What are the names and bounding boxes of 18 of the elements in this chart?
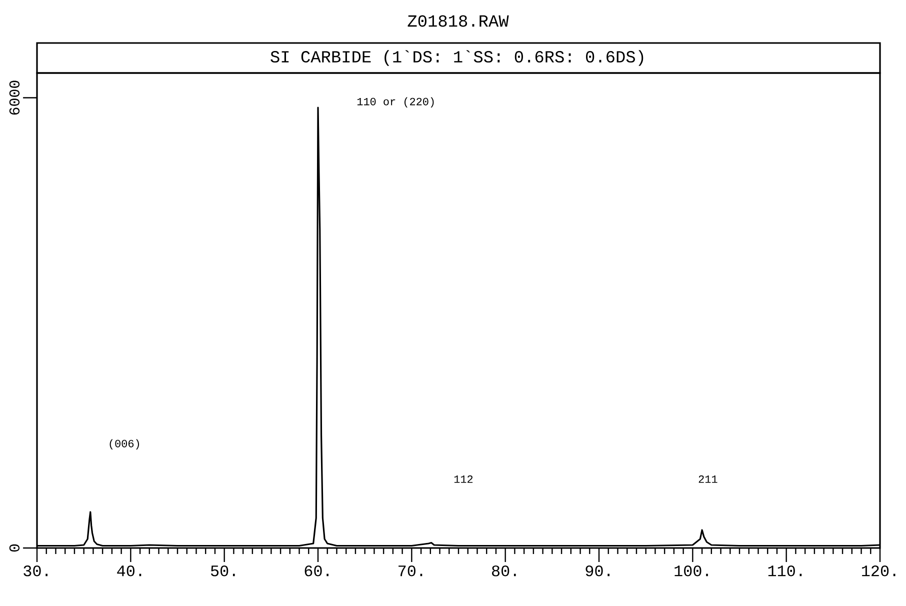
x-tick-label: 60. [304,565,328,576]
x-tick-label: 40. [117,565,142,576]
annotation: 112 [454,475,473,483]
chart-subtitle: SI CARBIDE (1`DS: 1`SS: 0.6RS: 0.6DS) [270,50,644,66]
x-tick-label: 90. [586,565,610,576]
chart-title: Z01818.RAW [408,15,509,27]
x-tick-label: 80. [492,565,516,576]
x-tick-label: 50. [210,565,235,576]
y-tick-label: 0 [9,544,20,552]
x-tick-label: 70. [398,565,422,576]
annotation: 211 [698,475,718,483]
y-tick-label: 6000 [9,80,20,115]
x-tick-label: 110. [768,565,802,576]
annotation: (006) [110,439,139,450]
annotation: 110 or (220) [357,97,434,108]
x-tick-label: 30. [24,565,48,576]
x-tick-label: 100. [674,565,708,576]
x-tick-label: 120. [862,565,896,576]
